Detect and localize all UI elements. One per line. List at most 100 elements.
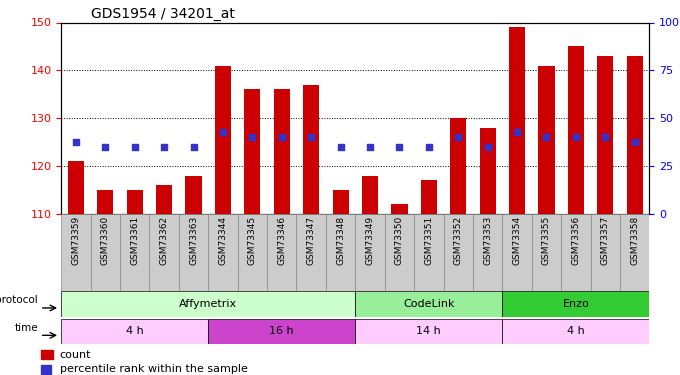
Bar [296,214,326,291]
Bar [120,214,150,291]
Bar [333,190,349,214]
Text: GSM73356: GSM73356 [571,216,580,265]
Bar [414,214,443,291]
Point [453,134,464,140]
Bar [238,214,267,291]
Bar [568,46,584,214]
Bar [273,90,290,214]
Bar [267,214,296,291]
Text: GSM73363: GSM73363 [189,216,198,265]
Text: 4 h: 4 h [567,327,585,336]
Point [364,144,375,150]
Text: 4 h: 4 h [126,327,143,336]
Point [482,144,493,150]
Text: CodeLink: CodeLink [403,299,454,309]
Bar [626,56,643,214]
Point [600,134,611,140]
Bar [561,214,590,291]
Bar [421,180,437,214]
Bar [355,214,385,291]
Bar [597,56,613,214]
Bar [156,185,172,214]
Text: GSM73351: GSM73351 [424,216,433,265]
Text: GSM73347: GSM73347 [307,216,316,265]
Text: protocol: protocol [0,295,38,305]
Bar [509,27,525,214]
Point [100,144,111,150]
Bar [503,319,649,344]
Point [394,144,405,150]
Point [218,129,228,135]
Text: GSM73352: GSM73352 [454,216,462,265]
Bar [450,118,466,214]
Bar [473,214,503,291]
Text: 16 h: 16 h [269,327,294,336]
Text: GSM73350: GSM73350 [395,216,404,265]
Text: GDS1954 / 34201_at: GDS1954 / 34201_at [90,8,235,21]
Bar [391,204,407,214]
Bar [503,291,649,317]
Bar [61,214,90,291]
Bar [539,66,555,214]
Bar [532,214,561,291]
Text: GSM73355: GSM73355 [542,216,551,265]
Text: GSM73348: GSM73348 [336,216,345,265]
Text: GSM73344: GSM73344 [218,216,227,265]
Text: time: time [14,322,38,333]
Point [158,144,169,150]
Text: percentile rank within the sample: percentile rank within the sample [60,364,248,374]
Bar [303,85,320,214]
Text: GSM73346: GSM73346 [277,216,286,265]
Text: GSM73360: GSM73360 [101,216,109,265]
Text: GSM73361: GSM73361 [131,216,139,265]
Bar [355,291,503,317]
Text: GSM73349: GSM73349 [366,216,375,265]
Point [511,129,522,135]
Point [629,139,640,145]
Bar [362,176,378,214]
Point [571,134,581,140]
Text: GSM73357: GSM73357 [601,216,610,265]
Bar [326,214,355,291]
Text: 14 h: 14 h [416,327,441,336]
Bar [97,190,114,214]
Bar [186,176,202,214]
Bar [179,214,208,291]
Bar [620,214,649,291]
Point [247,134,258,140]
Bar [61,319,208,344]
Bar [385,214,414,291]
Text: Enzo: Enzo [562,299,590,309]
Text: GSM73354: GSM73354 [513,216,522,265]
Text: GSM73353: GSM73353 [483,216,492,265]
Bar [41,350,53,359]
Point [541,134,552,140]
Bar [215,66,231,214]
Bar [61,291,355,317]
Bar [41,365,51,374]
Point [335,144,346,150]
Bar [503,214,532,291]
Bar [590,214,620,291]
Point [424,144,435,150]
Bar [443,214,473,291]
Text: GSM73359: GSM73359 [71,216,80,265]
Point [306,134,317,140]
Text: GSM73362: GSM73362 [160,216,169,265]
Bar [90,214,120,291]
Text: GSM73358: GSM73358 [630,216,639,265]
Bar [68,161,84,214]
Bar [355,319,503,344]
Bar [126,190,143,214]
Text: GSM73345: GSM73345 [248,216,257,265]
Text: count: count [60,350,91,360]
Bar [208,214,237,291]
Point [276,134,287,140]
Bar [479,128,496,214]
Bar [150,214,179,291]
Bar [208,319,355,344]
Bar [244,90,260,214]
Point [129,144,140,150]
Text: Affymetrix: Affymetrix [180,299,237,309]
Point [188,144,199,150]
